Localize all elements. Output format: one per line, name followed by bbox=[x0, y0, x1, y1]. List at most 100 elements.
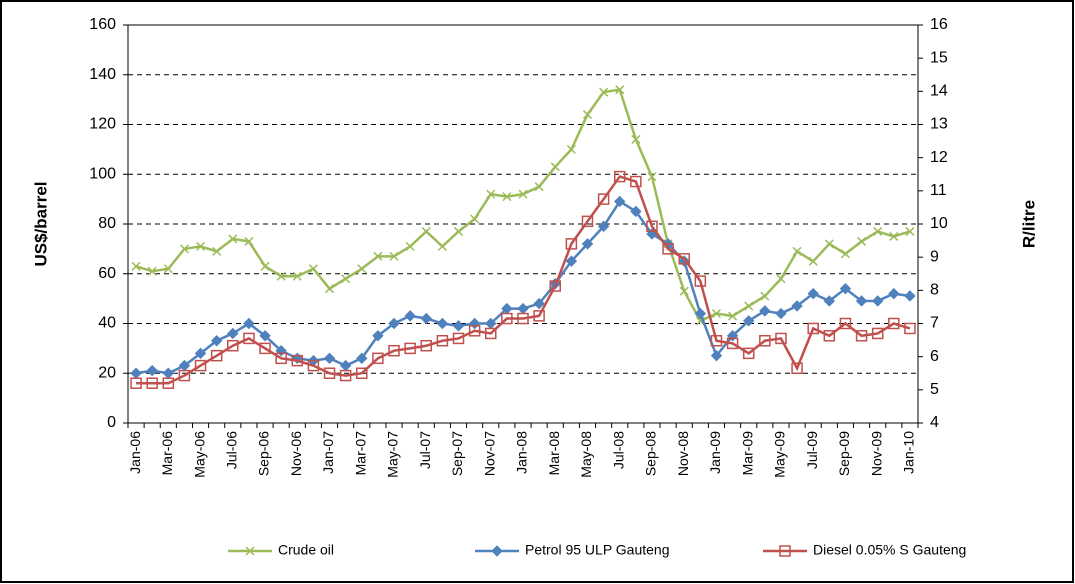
marker bbox=[776, 274, 786, 284]
marker bbox=[647, 172, 657, 182]
marker bbox=[518, 189, 528, 199]
marker bbox=[855, 330, 868, 342]
marker bbox=[388, 317, 400, 330]
marker bbox=[373, 251, 383, 261]
marker bbox=[227, 339, 239, 352]
x-tick-label: May-09 bbox=[772, 431, 788, 478]
y-tick-label: 140 bbox=[89, 66, 116, 83]
legend-label: Petrol 95 ULP Gauteng bbox=[525, 542, 670, 558]
marker bbox=[565, 238, 578, 250]
x-tick-label: Nov-07 bbox=[481, 431, 497, 476]
marker bbox=[631, 134, 641, 144]
y2-tick-label: 14 bbox=[930, 83, 948, 100]
marker bbox=[779, 545, 791, 557]
marker bbox=[404, 310, 416, 322]
marker bbox=[244, 236, 254, 246]
marker bbox=[759, 334, 771, 347]
marker bbox=[855, 295, 868, 307]
marker bbox=[904, 322, 916, 335]
marker bbox=[807, 287, 819, 300]
x-tick-label: Sep-07 bbox=[449, 431, 465, 476]
marker bbox=[275, 352, 287, 365]
marker bbox=[357, 264, 367, 274]
marker bbox=[760, 291, 770, 301]
marker bbox=[517, 312, 529, 325]
y-tick-label: 60 bbox=[98, 265, 116, 282]
marker bbox=[452, 332, 465, 345]
marker bbox=[162, 377, 175, 389]
marker bbox=[501, 312, 513, 325]
marker bbox=[888, 287, 900, 300]
y2-tick-label: 12 bbox=[930, 149, 948, 166]
marker bbox=[404, 342, 416, 355]
marker bbox=[791, 300, 803, 312]
series bbox=[131, 85, 915, 326]
marker bbox=[470, 214, 480, 224]
y-tick-label: 120 bbox=[89, 116, 116, 133]
series bbox=[130, 170, 916, 389]
marker bbox=[163, 264, 173, 274]
marker bbox=[212, 246, 222, 256]
x-tick-label: Nov-06 bbox=[288, 431, 304, 476]
marker bbox=[245, 546, 255, 556]
y-tick-label: 20 bbox=[98, 364, 116, 381]
y-tick-label: 80 bbox=[98, 215, 116, 232]
y-tick-label: 0 bbox=[107, 414, 116, 431]
marker bbox=[325, 284, 335, 294]
marker bbox=[581, 215, 594, 228]
marker bbox=[839, 317, 852, 330]
marker bbox=[726, 337, 739, 350]
y2-tick-label: 11 bbox=[930, 182, 947, 199]
marker bbox=[131, 261, 141, 271]
x-tick-label: Jan-09 bbox=[707, 431, 723, 474]
marker bbox=[292, 271, 302, 281]
marker bbox=[437, 241, 447, 251]
marker bbox=[599, 87, 609, 97]
marker bbox=[839, 282, 852, 295]
marker bbox=[550, 162, 560, 172]
marker bbox=[388, 344, 400, 357]
x-tick-label: Mar-09 bbox=[739, 431, 755, 476]
marker bbox=[228, 234, 238, 244]
y-axis-title: US$/barrel bbox=[31, 181, 50, 266]
marker bbox=[743, 315, 755, 327]
marker bbox=[452, 320, 465, 332]
x-tick-label: Nov-09 bbox=[868, 431, 884, 476]
marker bbox=[533, 310, 545, 322]
marker bbox=[871, 295, 884, 307]
marker bbox=[210, 335, 223, 347]
x-tick-label: May-08 bbox=[578, 431, 594, 478]
marker bbox=[597, 220, 610, 233]
x-tick-label: Jul-08 bbox=[610, 431, 626, 469]
legend-label: Crude oil bbox=[278, 542, 334, 558]
marker bbox=[807, 322, 819, 335]
y2-tick-label: 9 bbox=[930, 248, 939, 265]
y2-tick-label: 10 bbox=[930, 215, 948, 232]
marker bbox=[791, 362, 803, 375]
marker bbox=[276, 271, 286, 281]
y2-tick-label: 13 bbox=[930, 116, 948, 133]
marker bbox=[436, 317, 449, 330]
marker bbox=[597, 193, 610, 205]
marker bbox=[823, 295, 836, 307]
marker bbox=[694, 275, 707, 287]
marker bbox=[775, 332, 787, 345]
marker bbox=[871, 327, 884, 340]
marker bbox=[130, 377, 142, 389]
marker bbox=[873, 226, 883, 236]
marker bbox=[147, 266, 157, 276]
marker bbox=[485, 327, 497, 340]
marker bbox=[453, 226, 464, 236]
marker bbox=[372, 330, 384, 342]
marker bbox=[614, 195, 626, 208]
marker bbox=[243, 317, 255, 330]
marker bbox=[405, 241, 415, 251]
y2-tick-label: 6 bbox=[930, 348, 939, 365]
marker bbox=[694, 307, 707, 320]
x-tick-label: Jan-07 bbox=[320, 431, 336, 474]
x-tick-label: Sep-06 bbox=[256, 431, 272, 476]
marker bbox=[194, 359, 207, 372]
y2-tick-label: 8 bbox=[930, 282, 939, 299]
marker bbox=[710, 349, 723, 362]
